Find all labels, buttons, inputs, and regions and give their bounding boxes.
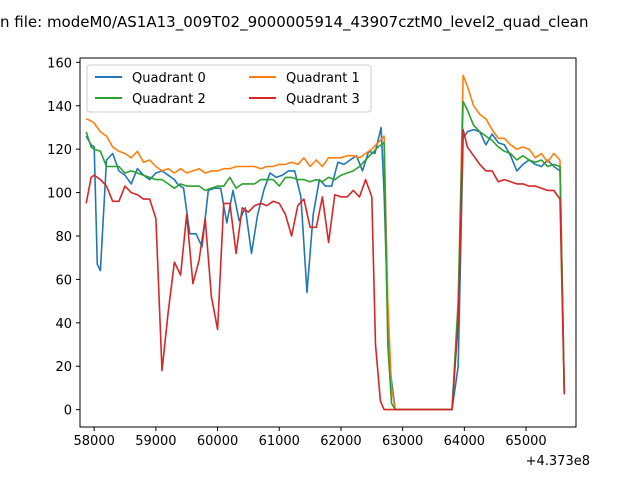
y-tick-label: 20 [55, 360, 72, 375]
plot-series [85, 74, 566, 411]
legend-label: Quadrant 0 [132, 71, 206, 86]
y-tick-label: 40 [55, 317, 72, 332]
legend-label: Quadrant 2 [132, 92, 206, 107]
legend-box [86, 64, 372, 113]
x-tick-label: 65000 [505, 434, 546, 449]
y-tick-label: 0 [64, 404, 72, 419]
y-tick-label: 100 [47, 187, 72, 202]
series-line-quadrant-0 [85, 126, 566, 411]
y-tick-label: 160 [47, 56, 72, 71]
x-axis-offset-label: +4.373e8 [526, 454, 590, 469]
plot-frame [79, 57, 577, 428]
x-axis: 58000 59000 60000 61000 62000 63000 64000 65000 [74, 427, 547, 449]
series-line-quadrant-3 [85, 128, 566, 411]
legend-label: Quadrant 1 [286, 71, 360, 86]
series-line-quadrant-1 [85, 74, 566, 411]
chart-title: n file: modeM0/AS1A13_009T02_9000005914_… [0, 13, 589, 32]
y-tick-label: 120 [47, 143, 72, 158]
x-tick-label: 64000 [444, 434, 485, 449]
x-tick-label: 58000 [74, 434, 115, 449]
x-tick-label: 63000 [382, 434, 423, 449]
y-axis: 0 20 40 60 80 100 120 140 160 [47, 56, 80, 419]
x-tick-label: 59000 [135, 434, 176, 449]
x-tick-label: 61000 [259, 434, 300, 449]
y-tick-label: 80 [55, 230, 72, 245]
x-tick-label: 60000 [197, 434, 238, 449]
y-tick-label: 140 [47, 100, 72, 115]
legend-label: Quadrant 3 [286, 92, 360, 107]
y-tick-label: 60 [55, 273, 72, 288]
series-line-quadrant-2 [85, 100, 566, 411]
legend: Quadrant 0 Quadrant 1 Quadrant 2 Quadrant 3 [86, 64, 372, 113]
x-tick-label: 62000 [320, 434, 361, 449]
